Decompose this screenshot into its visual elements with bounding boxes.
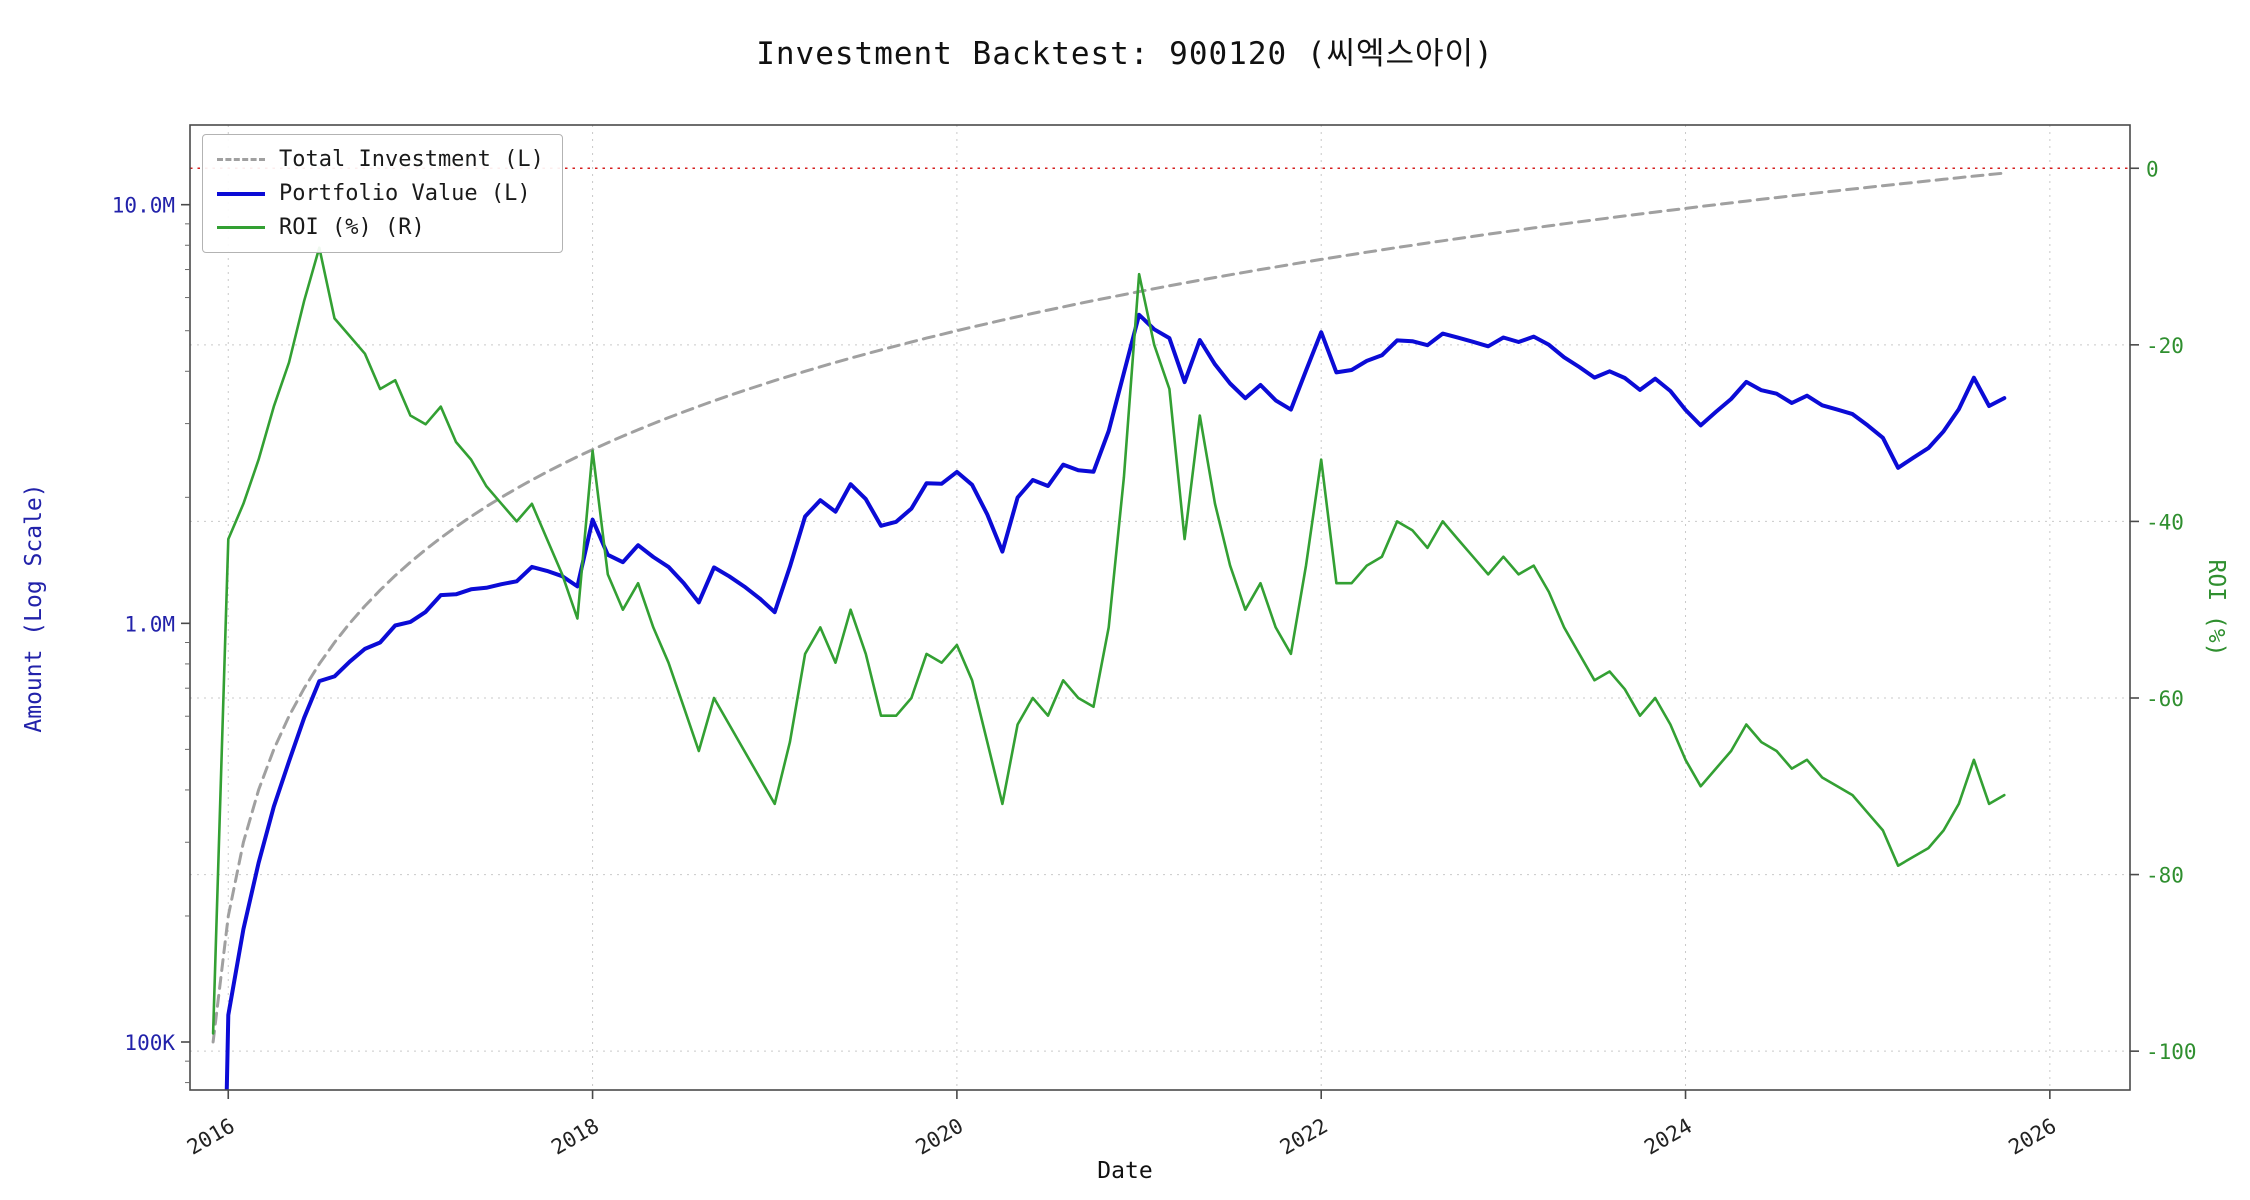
y-right-tick-label: 0 [2146,157,2159,181]
x-axis-label: Date [1097,1158,1153,1184]
total-investment-line [211,171,2006,1044]
x-tick-label: 2022 [1276,1114,1332,1160]
plot-frame [189,124,2131,1091]
roi-line-sample [217,226,265,229]
y-left-tick-label: 1.0M [124,612,175,636]
legend-label-total-investment: Total Investment (L) [279,147,544,172]
x-tick-label: 2016 [183,1114,239,1160]
x-tick-label: 2024 [1640,1114,1696,1160]
portfolio-value-line [224,312,2007,1090]
legend-item-portfolio-value: Portfolio Value (L) [217,181,544,206]
legend-label-roi: ROI (%) (R) [279,215,425,240]
legend-label-portfolio-value: Portfolio Value (L) [279,181,531,206]
y-left-tick-label: 100K [124,1031,175,1055]
y-axis-label-right: ROI (%) [2203,559,2229,657]
x-tick-label: 2018 [547,1114,603,1160]
y-right-tick-label: -40 [2146,510,2184,534]
y-left-tick-label: 10.0M [112,194,175,218]
y-right-tick-label: -80 [2146,864,2184,888]
portfolio-value-line-sample [217,191,265,196]
y-right-tick-label: -100 [2146,1040,2197,1064]
legend-item-total-investment: Total Investment (L) [217,147,544,172]
total-investment-line-sample [217,158,265,161]
chart-title: Investment Backtest: 900120 (씨엑스아이) [756,36,1494,72]
y-right-tick-label: -60 [2146,687,2184,711]
x-tick-label: 2026 [2005,1114,2061,1160]
y-right-tick-label: -20 [2146,334,2184,358]
legend: Total Investment (L) Portfolio Value (L)… [202,134,563,253]
x-tick-label: 2020 [912,1114,968,1160]
legend-item-roi: ROI (%) (R) [217,215,544,240]
y-axis-label-left: Amount (Log Scale) [21,483,47,733]
roi-line [211,246,2006,1035]
